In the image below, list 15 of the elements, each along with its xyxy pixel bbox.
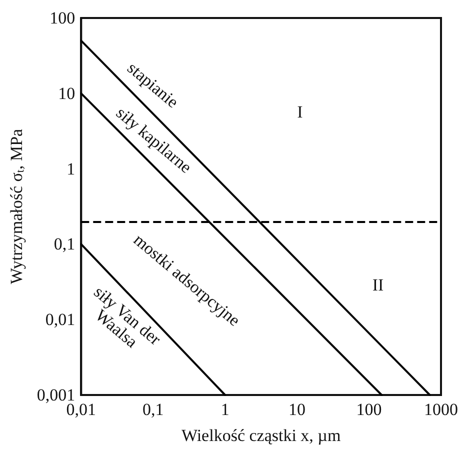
y-axis-title: Wytrzymałość σt, MPa [7, 128, 26, 284]
x-tick-label: 0,1 [142, 400, 164, 419]
x-tick-label: 1 [220, 400, 230, 419]
y-tick-label: 0,1 [54, 234, 76, 254]
y-tick-label: 100 [50, 8, 76, 28]
x-tick-label: 1000 [424, 400, 458, 419]
x-axis-title: Wielkość cząstki x, µm [181, 426, 341, 445]
y-tick-label: 10 [58, 84, 76, 103]
y-tick-label: 1 [66, 159, 76, 178]
annotation: II [372, 276, 384, 294]
y-tick-label: 0,01 [45, 310, 76, 330]
x-tick-label: 100 [356, 400, 382, 419]
x-tick-label: 10 [288, 400, 306, 419]
y-tick-label: 0,001 [36, 386, 76, 404]
annotation: I [297, 102, 304, 122]
